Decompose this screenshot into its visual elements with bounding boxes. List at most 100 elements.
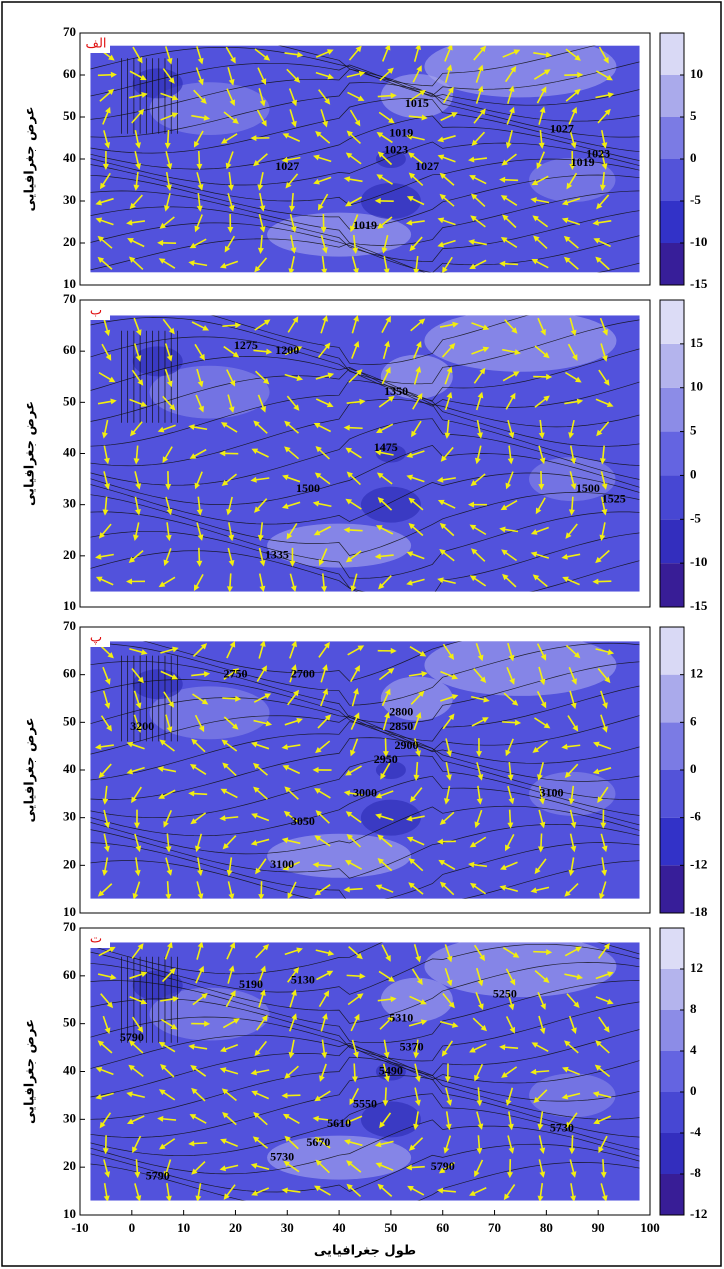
wind-arrow-head — [228, 534, 235, 542]
wind-arrow-head — [343, 886, 350, 893]
wind-arrow-head — [197, 942, 204, 948]
wind-arrow-head — [102, 798, 109, 805]
panel-label: ت — [90, 932, 102, 947]
wind-arrow-head — [222, 762, 229, 769]
wind-arrow-head — [411, 430, 417, 438]
wind-arrow-head — [413, 1123, 419, 1131]
wind-arrow-head — [356, 369, 363, 376]
colorbar-band — [660, 674, 684, 723]
wind-arrow-head — [345, 498, 353, 505]
wind-arrow-head — [603, 943, 610, 950]
wind-arrow-head — [189, 242, 197, 249]
wind-arrow-head — [592, 578, 599, 585]
wind-arrow-head — [135, 163, 142, 170]
wind-arrow-head — [374, 449, 382, 456]
wind-arrow-head — [259, 641, 266, 647]
wind-arrow-head — [406, 133, 413, 140]
wind-arrow-head — [104, 1027, 111, 1035]
wind-arrow-head — [133, 534, 139, 542]
wind-arrow-head — [259, 205, 266, 212]
wind-arrow-head — [326, 401, 334, 408]
wind-arrow-head — [415, 1075, 421, 1083]
contour-line — [90, 1143, 640, 1193]
wind-arrow-head — [381, 247, 388, 254]
wind-arrow-head — [197, 57, 204, 65]
wind-arrow-head — [406, 196, 414, 202]
wind-arrow-head — [168, 327, 175, 335]
wind-arrow-head — [196, 560, 203, 567]
wind-arrow-head — [577, 71, 584, 78]
wind-arrow-head — [601, 483, 608, 490]
colorbar-tick-label: 0 — [690, 150, 697, 165]
wind-arrow-head — [543, 976, 550, 984]
colorbar-band — [660, 563, 684, 607]
wind-arrow-head — [593, 238, 601, 244]
anomaly-patch — [424, 45, 617, 98]
wind-arrow-head — [110, 974, 117, 980]
wind-arrow-head — [106, 724, 112, 732]
wind-arrow-head — [132, 892, 139, 899]
x-tick-label: 80 — [540, 1220, 553, 1235]
wind-arrow-head — [284, 420, 291, 427]
panel-label: الف — [85, 37, 106, 52]
wind-arrow-head — [343, 790, 351, 797]
wind-arrow-head — [471, 548, 478, 555]
wind-arrow-head — [291, 989, 297, 996]
wind-arrow-head — [509, 392, 516, 400]
wind-arrow-head — [506, 1172, 513, 1179]
wind-arrow-head — [169, 967, 176, 975]
wind-arrow-head — [419, 650, 427, 657]
wind-arrow-head — [313, 154, 320, 161]
wind-arrow-head — [135, 142, 141, 149]
wind-arrow-head — [350, 749, 356, 757]
wind-arrow-head — [505, 142, 512, 149]
wind-arrow-head — [140, 998, 148, 1005]
wind-arrow-head — [479, 954, 486, 962]
contour-label: 1023 — [384, 142, 408, 156]
wind-arrow-head — [540, 329, 546, 336]
wind-arrow-head — [570, 702, 577, 710]
wind-arrow-head — [477, 774, 484, 781]
contour-label: 1023 — [586, 147, 610, 161]
wind-arrow-head — [444, 432, 451, 439]
wind-arrow-head — [135, 508, 141, 516]
wind-arrow-head — [166, 508, 173, 516]
wind-arrow-head — [508, 431, 515, 439]
colorbar-tick-label: 4 — [690, 1042, 697, 1057]
wind-arrow-head — [257, 247, 264, 254]
wind-arrow-head — [101, 432, 108, 439]
contour-label: 3050 — [291, 814, 315, 828]
wind-arrow-head — [439, 522, 447, 530]
wind-arrow-head — [482, 717, 489, 723]
wind-arrow-head — [530, 197, 537, 204]
colorbar-band — [660, 201, 684, 243]
wind-arrow-head — [540, 653, 547, 661]
wind-arrow-head — [135, 845, 142, 853]
wind-arrow-head — [499, 1044, 506, 1051]
wind-arrow-head — [228, 406, 235, 413]
wind-arrow-head — [162, 456, 169, 463]
wind-arrow-head — [576, 973, 584, 980]
y-tick-label: 10 — [63, 598, 76, 613]
wind-arrow-head — [313, 422, 321, 429]
wind-arrow-head — [501, 159, 508, 166]
wind-arrow-head — [102, 1148, 109, 1155]
wind-arrow-head — [104, 329, 111, 337]
contour-line — [90, 943, 640, 995]
wind-arrow-head — [323, 990, 330, 997]
wind-arrow-head — [538, 483, 545, 491]
x-tick-label: 10 — [177, 1220, 190, 1235]
contour-line — [90, 1093, 640, 1157]
wind-arrow-head — [97, 256, 105, 264]
wind-arrow-head — [354, 1013, 360, 1021]
colorbar-tick-label: -5 — [690, 510, 701, 525]
wind-arrow-head — [514, 349, 521, 356]
wind-arrow-head — [201, 698, 209, 705]
wind-arrow-head — [321, 247, 328, 254]
colorbar-band — [660, 159, 684, 201]
contour-line — [90, 1119, 640, 1175]
wind-arrow-head — [508, 85, 515, 93]
contour-label: 1525 — [602, 491, 626, 505]
wind-arrow-head — [228, 965, 235, 972]
